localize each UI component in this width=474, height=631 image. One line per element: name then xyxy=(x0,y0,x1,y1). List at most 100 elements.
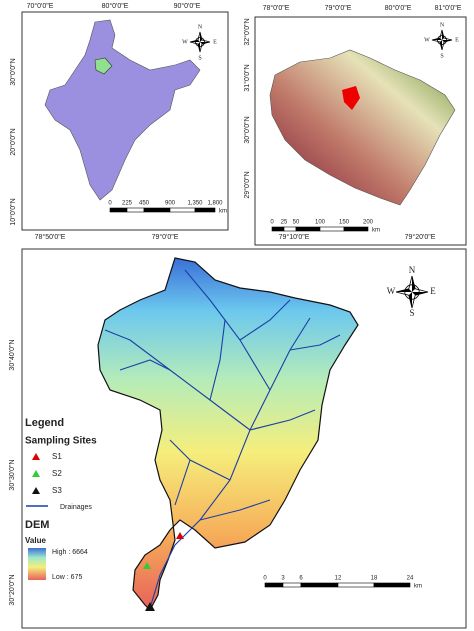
lon-label: 79°10'0"E xyxy=(279,233,310,241)
compass-w: W xyxy=(182,39,188,45)
compass: N S E W xyxy=(182,24,217,61)
lat-label: 20°0'0"N xyxy=(9,128,17,155)
study-basin xyxy=(342,86,360,110)
legend-site: S1 xyxy=(52,452,62,461)
india-shape xyxy=(44,19,201,201)
scale-bar: 0 225 450 900 1,350 1,800 km xyxy=(108,201,227,215)
scale-segment xyxy=(337,582,375,588)
scale-label: 200 xyxy=(363,220,374,226)
scale-segment xyxy=(300,582,339,588)
compass-n: N xyxy=(409,265,416,275)
legend: Legend Sampling Sites S1 S2 S3 Drainages… xyxy=(25,417,97,581)
scale-label: 100 xyxy=(315,220,326,226)
legend-title: Legend xyxy=(25,417,64,429)
site-s3 xyxy=(145,602,155,611)
legend-dem-title: DEM xyxy=(25,519,49,531)
compass-star-dark xyxy=(396,276,428,308)
lon-label: 79°0'0"E xyxy=(325,4,352,12)
scale-unit: km xyxy=(372,228,380,234)
lat-label: 30°40'0"N xyxy=(8,339,16,370)
legend-dem-low: Low : 675 xyxy=(52,574,82,581)
lat-label: 31°0'0"N xyxy=(243,64,251,91)
compass-e: E xyxy=(455,37,459,43)
legend-site: S3 xyxy=(52,486,62,495)
lon-label: 90°0'0"E xyxy=(174,2,201,10)
compass: N S E W xyxy=(424,22,459,59)
scale-label: 24 xyxy=(407,576,414,582)
scale-segment xyxy=(264,582,284,588)
scale-label: 900 xyxy=(165,201,176,207)
compass-ring xyxy=(404,284,420,300)
compass-w: W xyxy=(387,286,396,296)
compass-n: N xyxy=(440,22,445,28)
scale-label: 225 xyxy=(122,201,133,207)
compass-star-dark xyxy=(190,32,210,52)
compass-s: S xyxy=(409,308,414,318)
drainages xyxy=(104,269,341,609)
lon-label: 78°50'0"E xyxy=(35,233,66,241)
compass-e: E xyxy=(213,39,217,45)
scale-label: 6 xyxy=(299,576,303,582)
scale-segment xyxy=(194,207,216,213)
lat-label: 30°30'0"N xyxy=(8,459,16,490)
compass-s: S xyxy=(198,55,201,61)
lon-label: 79°0'0"E xyxy=(152,233,179,241)
compass: N S E W xyxy=(387,265,437,318)
compass-star-dark xyxy=(432,30,452,50)
scale-label: 12 xyxy=(335,576,342,582)
compass-n: N xyxy=(198,24,203,30)
compass-w: W xyxy=(424,37,430,43)
scale-unit: km xyxy=(219,209,227,215)
basin-dem xyxy=(97,257,359,611)
basin-frame xyxy=(21,248,467,629)
legend-dem-subtitle: Value xyxy=(25,536,46,545)
study-state xyxy=(94,57,113,75)
scale-label: 150 xyxy=(339,220,350,226)
site-s2 xyxy=(143,562,151,569)
scale-segment xyxy=(343,226,369,232)
scale-label: 25 xyxy=(281,220,288,226)
lat-label: 10°0'0"N xyxy=(9,198,17,225)
legend-sites-title: Sampling Sites xyxy=(25,436,97,447)
scale-label: 0 xyxy=(108,201,112,207)
scale-segment xyxy=(283,226,297,232)
lat-label: 29°0'0"N xyxy=(243,171,251,198)
state-frame xyxy=(254,16,467,246)
scale-segment xyxy=(271,226,285,232)
scale-label: 0 xyxy=(270,220,274,226)
scale-segment xyxy=(169,207,196,213)
legend-dem-high: High : 6664 xyxy=(52,549,88,556)
lat-label: 30°20'0"N xyxy=(8,574,16,605)
compass-e: E xyxy=(430,286,436,296)
scale-label: 18 xyxy=(371,576,378,582)
scale-label: 3 xyxy=(281,576,285,582)
scale-segment xyxy=(373,582,411,588)
scale-segment xyxy=(126,207,145,213)
compass-ring xyxy=(437,35,447,45)
lat-label: 30°0'0"N xyxy=(243,116,251,143)
legend-drainage: Drainages xyxy=(60,504,92,511)
scale-segment xyxy=(319,226,345,232)
lat-label: 30°0'0"N xyxy=(9,58,17,85)
lon-label: 78°0'0"E xyxy=(263,4,290,12)
lon-label: 81°0'0"E xyxy=(435,4,462,12)
scale-label: 450 xyxy=(139,201,150,207)
lon-label: 80°0'0"E xyxy=(385,4,412,12)
scale-segment xyxy=(282,582,302,588)
scale-bar: 0 25 50 100 150 200 km xyxy=(270,220,380,234)
lon-label: 70°0'0"E xyxy=(27,2,54,10)
compass-ring xyxy=(195,37,205,47)
legend-site: S2 xyxy=(52,469,62,478)
scale-label: 50 xyxy=(293,220,300,226)
site-s1 xyxy=(176,532,184,539)
lon-label: 80°0'0"E xyxy=(102,2,129,10)
scale-segment xyxy=(109,207,128,213)
scale-segment xyxy=(295,226,321,232)
scale-label: 1,350 xyxy=(187,201,203,207)
scale-label: 0 xyxy=(263,576,267,582)
state-dem xyxy=(269,49,456,206)
india-frame xyxy=(21,11,229,231)
scale-label: 1,800 xyxy=(207,201,223,207)
